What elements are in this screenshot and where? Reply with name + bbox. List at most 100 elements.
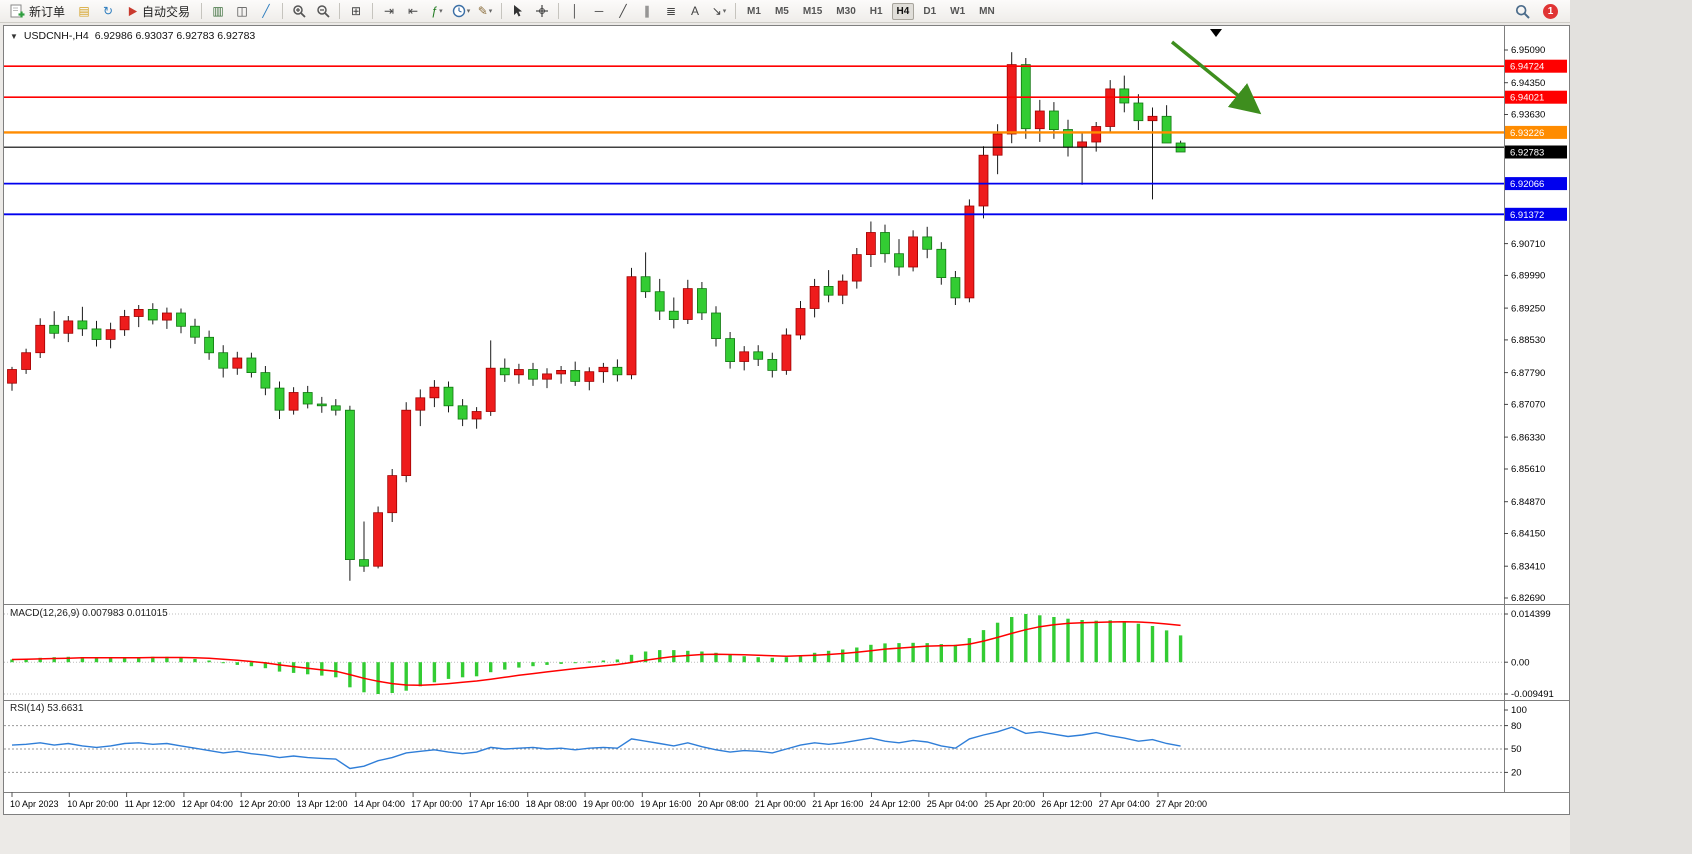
- toolbar-separator: [372, 3, 374, 19]
- svg-text:20: 20: [1511, 768, 1522, 779]
- chart-canvas[interactable]: 6.95090 6.94350 6.93630 6.90710 6.89990 6.892…: [4, 26, 1569, 814]
- line-chart-icon[interactable]: ╱: [255, 2, 277, 21]
- line-chart-icon-glyph: ╱: [262, 4, 270, 18]
- arrow-objects-icon[interactable]: ↘ ▾: [708, 2, 730, 21]
- timeframe-m1-button[interactable]: M1: [747, 5, 761, 17]
- svg-text:10 Apr 20:00: 10 Apr 20:00: [67, 799, 118, 809]
- svg-text:25 Apr 20:00: 25 Apr 20:00: [984, 799, 1035, 809]
- timeframe-h4-button[interactable]: H4: [891, 2, 915, 20]
- timeframe-h1-button[interactable]: H1: [869, 5, 883, 17]
- bid-price-label: 6.92783: [1505, 145, 1567, 159]
- algo-trading-button[interactable]: 自动交易: [121, 2, 196, 21]
- svg-text:6.95090: 6.95090: [1511, 45, 1545, 56]
- price-line-label: 6.93226: [1505, 125, 1567, 139]
- templates-button[interactable]: ✎ ▾: [474, 2, 496, 21]
- cursor-icon[interactable]: [507, 2, 529, 21]
- timeframe-w1-button[interactable]: W1: [950, 5, 966, 17]
- periods-button[interactable]: ▾: [450, 2, 472, 21]
- vertical-line-icon[interactable]: │: [564, 2, 586, 21]
- refresh-data-icon[interactable]: ↻: [97, 2, 119, 21]
- toolbar-separator: [558, 3, 560, 19]
- algo-trading-button-label: 自动交易: [142, 4, 191, 19]
- auto-scroll-icon[interactable]: ⇥: [378, 2, 400, 21]
- tile-windows-icon[interactable]: ⊞: [345, 2, 367, 21]
- price-line-label: 6.94724: [1505, 59, 1567, 73]
- zoom-in-icon[interactable]: [288, 2, 310, 21]
- search-symbol-icon[interactable]: [1511, 2, 1533, 21]
- svg-text:24 Apr 12:00: 24 Apr 12:00: [870, 799, 921, 809]
- svg-text:27 Apr 20:00: 27 Apr 20:00: [1156, 799, 1207, 809]
- dropdown-arrow-icon: ▾: [488, 8, 493, 15]
- new-order-button-label: 新订单: [29, 4, 66, 19]
- svg-text:6.94021: 6.94021: [1510, 93, 1544, 104]
- chart-title: ▼ USDCNH-,H4 6.92986 6.93037 6.92783 6.9…: [10, 30, 255, 42]
- svg-text:6.89250: 6.89250: [1511, 303, 1545, 314]
- svg-text:10 Apr 2023: 10 Apr 2023: [10, 799, 59, 809]
- timeframe-m5-button[interactable]: M5: [774, 5, 789, 17]
- indicators-button[interactable]: ƒ ▾: [426, 2, 448, 21]
- timeframe-m30-button[interactable]: M30: [836, 5, 856, 17]
- notifications-badge[interactable]: 1: [1543, 3, 1558, 19]
- svg-text:6.82690: 6.82690: [1511, 593, 1545, 604]
- svg-text:19 Apr 00:00: 19 Apr 00:00: [583, 799, 634, 809]
- indicators-button-glyph: ƒ: [431, 4, 439, 18]
- templates-button-glyph: ✎: [477, 4, 488, 18]
- toolbar-separator: [339, 3, 341, 19]
- candlestick-chart-icon[interactable]: ◫: [231, 2, 253, 21]
- trendline-icon[interactable]: ╱: [612, 2, 634, 21]
- svg-text:6.93630: 6.93630: [1511, 110, 1545, 121]
- timeframe-mn-button[interactable]: MN: [979, 5, 995, 17]
- svg-text:12 Apr 20:00: 12 Apr 20:00: [239, 799, 290, 809]
- horizontal-line-icon[interactable]: ─: [588, 2, 610, 21]
- svg-text:100: 100: [1511, 705, 1527, 716]
- new-order-button-glyph: [10, 4, 25, 19]
- market-depth-icon[interactable]: ▤: [73, 2, 95, 21]
- chart-shift-icon[interactable]: ⇤: [402, 2, 424, 21]
- time-axis: 10 Apr 2023 10 Apr 20:00 11 Apr 12:00 12 Ap…: [10, 792, 1207, 809]
- svg-text:21 Apr 16:00: 21 Apr 16:00: [812, 799, 863, 809]
- rsi-indicator-label: RSI(14) 53.6631: [10, 703, 84, 714]
- dropdown-arrow-icon: ▾: [466, 8, 471, 15]
- svg-text:12 Apr 04:00: 12 Apr 04:00: [182, 799, 233, 809]
- svg-text:19 Apr 16:00: 19 Apr 16:00: [640, 799, 691, 809]
- text-icon-glyph: A: [691, 4, 700, 18]
- macd-signal-line: [11, 620, 1181, 687]
- price-line-label: 6.92066: [1505, 177, 1567, 191]
- svg-text:17 Apr 00:00: 17 Apr 00:00: [411, 799, 462, 809]
- crosshair-icon[interactable]: [531, 2, 553, 21]
- bar-chart-icon[interactable]: ▥: [207, 2, 229, 21]
- svg-text:6.87070: 6.87070: [1511, 400, 1545, 411]
- new-order-button[interactable]: 新订单: [4, 2, 71, 21]
- macd-pane: 0.014399 0.00 -0.009491: [4, 609, 1554, 700]
- market-depth-icon-glyph: ▤: [78, 4, 90, 18]
- text-icon[interactable]: A: [684, 2, 706, 21]
- dropdown-arrow-icon: ▾: [439, 8, 443, 15]
- svg-text:6.90710: 6.90710: [1511, 239, 1545, 250]
- trend-arrow-annotation[interactable]: [1170, 40, 1262, 115]
- svg-text:6.86330: 6.86330: [1511, 432, 1545, 443]
- price-line-label: 6.91372: [1505, 207, 1567, 221]
- algo-trading-button-glyph: [127, 6, 138, 17]
- chart-shift-marker[interactable]: [1210, 29, 1222, 37]
- svg-text:6.83410: 6.83410: [1511, 561, 1545, 572]
- zoom-out-icon[interactable]: [312, 2, 334, 21]
- toolbar-right-group: 1: [1511, 2, 1566, 21]
- chart-shift-icon-glyph: ⇤: [408, 4, 419, 18]
- timeframe-m15-button[interactable]: M15: [802, 5, 823, 17]
- rsi-pane: 100 80 50 20: [4, 705, 1527, 779]
- toolbar-separator: [201, 3, 203, 19]
- timeframe-d1-button[interactable]: D1: [923, 5, 937, 17]
- price-axis: 6.95090 6.94350 6.93630 6.90710 6.89990 6.892…: [1504, 45, 1545, 604]
- fibonacci-icon[interactable]: ≣: [660, 2, 682, 21]
- fibonacci-icon-glyph: ≣: [666, 4, 677, 18]
- svg-text:-0.009491: -0.009491: [1511, 689, 1554, 700]
- cursor-icon-glyph: [512, 4, 524, 18]
- svg-text:6.85610: 6.85610: [1511, 464, 1545, 475]
- svg-text:26 Apr 12:00: 26 Apr 12:00: [1041, 799, 1092, 809]
- zoom-out-icon-glyph: [316, 4, 330, 18]
- channel-icon[interactable]: ∥: [636, 2, 658, 21]
- toolbar-separator: [501, 3, 503, 19]
- one-click-trading-toggle[interactable]: ▼: [10, 31, 18, 41]
- svg-text:25 Apr 04:00: 25 Apr 04:00: [927, 799, 978, 809]
- vertical-line-icon-glyph: │: [571, 4, 579, 18]
